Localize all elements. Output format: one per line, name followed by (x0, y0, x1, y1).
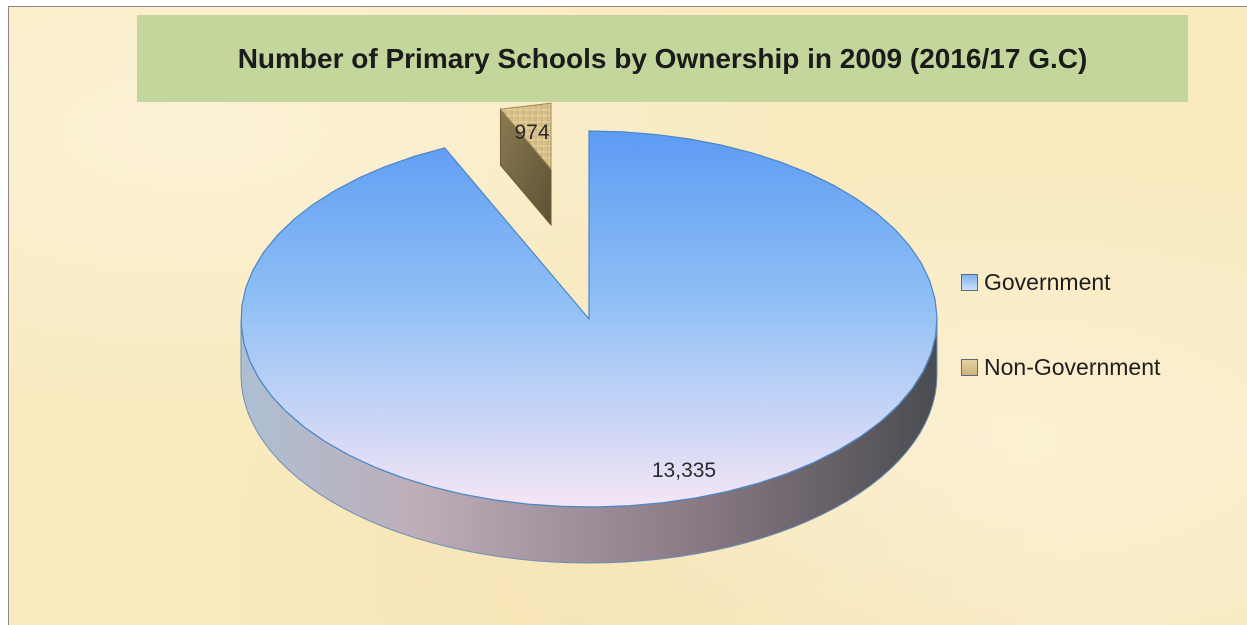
pie-chart: 13,335 974 (240, 102, 938, 564)
legend: Government Non-Government (961, 262, 1160, 432)
data-label-non-government: 974 (514, 121, 549, 144)
non-government-slice (499, 102, 552, 171)
chart-area: Number of Primary Schools by Ownership i… (8, 6, 1247, 625)
legend-item-government: Government (961, 262, 1160, 302)
chart-title: Number of Primary Schools by Ownership i… (237, 42, 1088, 74)
government-slice (240, 130, 938, 508)
legend-label-non-government: Non-Government (984, 353, 1161, 380)
data-label-government: 13,335 (652, 459, 716, 482)
chart-title-box: Number of Primary Schools by Ownership i… (137, 15, 1188, 102)
legend-swatch-non-government (961, 358, 978, 376)
legend-swatch-government (961, 273, 978, 291)
legend-item-non-government: Non-Government (961, 347, 1160, 387)
legend-label-government: Government (984, 268, 1111, 295)
